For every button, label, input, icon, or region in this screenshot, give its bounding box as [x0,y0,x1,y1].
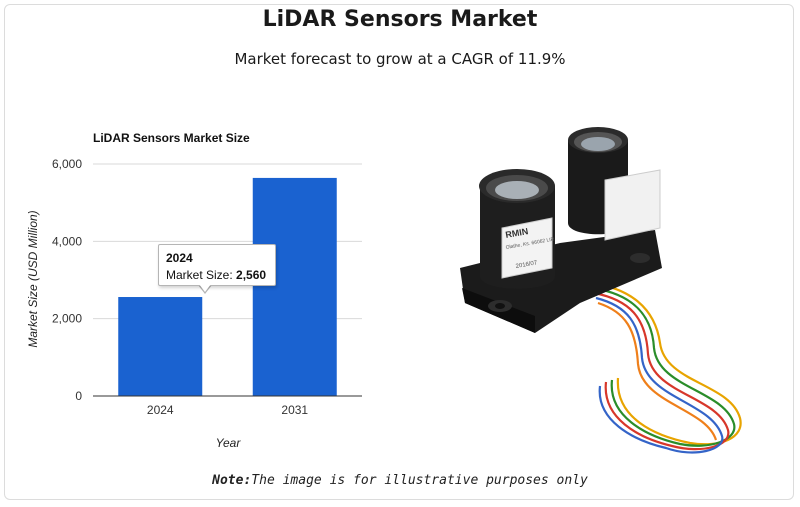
sensor-wires [589,281,742,454]
page-title: LiDAR Sensors Market [262,7,538,32]
sensor-label-line3: 2016/07 [515,260,538,270]
bars [118,177,337,396]
chart-title: LiDAR Sensors Market Size [93,131,250,145]
y-tick-label: 2,000 [52,312,82,326]
bar-2031[interactable] [252,177,337,396]
x-axis-label: Year [216,436,242,450]
lidar-sensor-illustration: RMIN Olathe, Ks. 66062 LIR 2016/07 [460,127,742,454]
y-tick-label: 4,000 [52,234,82,248]
x-tick-label: 2031 [281,403,308,417]
tooltip-tail-inner [199,284,211,292]
tooltip-title: 2024 [166,251,193,265]
y-axis-label: Market Size (USD Million) [26,210,40,347]
rear-lens-cylinder [568,127,661,241]
y-tick-labels: 0 2,000 4,000 6,000 [52,157,82,403]
bar-2024[interactable] [118,297,203,396]
tooltip-value: 2,560 [236,268,267,282]
front-lens-cylinder: RMIN Olathe, Ks. 66062 LIR 2016/07 [479,169,555,289]
page-subtitle: Market forecast to grow at a CAGR of 11.… [234,50,566,68]
x-tick-labels: 2024 2031 [147,403,309,417]
y-tick-label: 0 [75,389,82,403]
x-tick-label: 2024 [147,403,174,417]
sensor-label-line1: RMIN [505,226,529,240]
y-tick-label: 6,000 [52,157,82,171]
card-frame [4,4,794,500]
note-prefix: Note: [212,473,252,488]
bar-tooltip: 2024 Market Size: 2,560 [158,244,276,286]
tooltip-label: Market Size: [166,268,237,282]
bar-chart: LiDAR Sensors Market Size 0 2,000 4,000 6,0… [26,131,362,450]
illustrative-note: Note:The image is for illustrative purpo… [0,473,800,488]
note-text: The image is for illustrative purposes o… [251,473,588,488]
